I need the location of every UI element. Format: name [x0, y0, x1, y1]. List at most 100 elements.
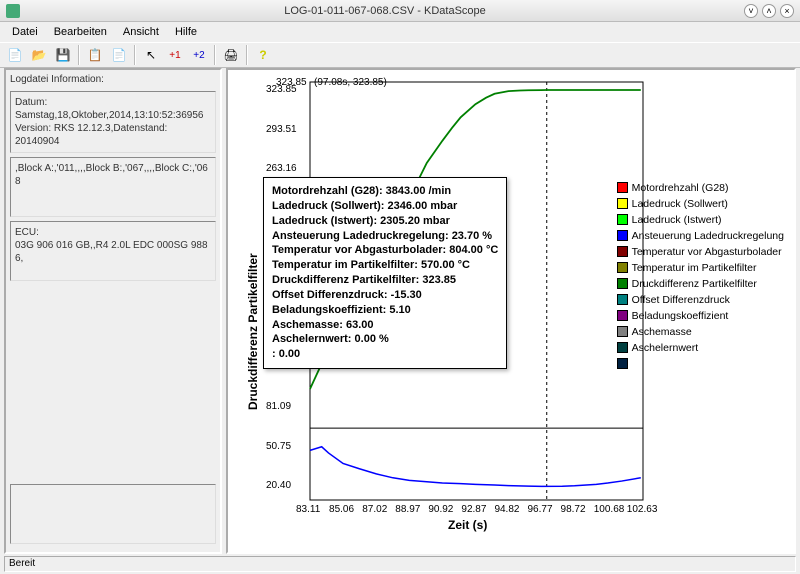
ecu-value: 03G 906 016 GB,,R4 2.0L EDC 000SG 9886,	[15, 239, 211, 265]
legend-item[interactable]: Aschemasse	[617, 324, 784, 339]
version-value: 20140904	[15, 135, 211, 148]
maximize-button[interactable]: ˄	[762, 4, 776, 18]
x-tick-label: 100.68	[594, 504, 625, 515]
legend-swatch	[617, 262, 628, 273]
legend-item[interactable]: Beladungskoeffizient	[617, 308, 784, 323]
legend-swatch	[617, 358, 628, 369]
legend-swatch	[617, 310, 628, 321]
legend-item[interactable]: Temperatur im Partikelfilter	[617, 260, 784, 275]
cursor-button[interactable]: ↖	[140, 44, 162, 66]
version-label: Version: RKS 12.12.3,Datenstand:	[15, 122, 211, 135]
new-button[interactable]: 📄	[4, 44, 26, 66]
plus2-button[interactable]: +2	[188, 44, 210, 66]
help-button[interactable]: ?	[252, 44, 274, 66]
tooltip-line: Aschelernwert: 0.00 %	[272, 332, 498, 347]
legend-swatch	[617, 246, 628, 257]
tooltip-line: : 0.00	[272, 347, 498, 362]
title-bar: LOG-01-011-067-068.CSV - KDataScope ˅ ˄ …	[0, 0, 800, 22]
legend-label: Beladungskoeffizient	[632, 310, 729, 322]
legend-item[interactable]: Ladedruck (Sollwert)	[617, 196, 784, 211]
block-value: ,Block A:,'011,,,,Block B:,'067,,,,Block…	[15, 162, 211, 188]
legend-swatch	[617, 230, 628, 241]
info-box-block: ,Block A:,'011,,,,Block B:,'067,,,,Block…	[10, 157, 216, 217]
legend-label: Motordrehzahl (G28)	[632, 182, 729, 194]
legend-swatch	[617, 198, 628, 209]
tooltip-line: Ladedruck (Sollwert): 2346.00 mbar	[272, 199, 498, 214]
print-button[interactable]: 🖨	[220, 44, 242, 66]
window-buttons: ˅ ˄ ×	[744, 4, 794, 18]
x-tick-label: 87.02	[362, 504, 387, 515]
cursor-icon: ↖	[146, 48, 156, 62]
menu-ansicht[interactable]: Ansicht	[115, 24, 167, 40]
legend-item[interactable]: Temperatur vor Abgasturbolader	[617, 244, 784, 259]
save-button[interactable]: 💾	[52, 44, 74, 66]
legend-item[interactable]: Druckdifferenz Partikelfilter	[617, 276, 784, 291]
print-icon: 🖨	[223, 48, 238, 62]
toolbar-sep	[214, 45, 216, 65]
legend-label: Temperatur vor Abgasturbolader	[632, 246, 782, 258]
y-tick-label: 50.75	[266, 441, 312, 452]
menu-hilfe[interactable]: Hilfe	[167, 24, 205, 40]
legend-label: Offset Differenzdruck	[632, 294, 730, 306]
legend-item[interactable]: Ansteuerung Ladedruckregelung	[617, 228, 784, 243]
legend-item[interactable]	[617, 356, 784, 371]
tooltip-line: Temperatur im Partikelfilter: 570.00 °C	[272, 258, 498, 273]
legend-label: Aschemasse	[632, 326, 692, 338]
legend-item[interactable]: Aschelernwert	[617, 340, 784, 355]
left-panel: Logdatei Information: Datum: Samstag,18,…	[4, 68, 222, 554]
chart-area[interactable]: 323.85 (97.08s, 323.85) Druckdifferenz P…	[226, 68, 796, 554]
tooltip-line: Temperatur vor Abgasturbolader: 804.00 °…	[272, 243, 498, 258]
window-title: LOG-01-011-067-068.CSV - KDataScope	[26, 5, 744, 17]
legend-swatch	[617, 214, 628, 225]
legend-label: Aschelernwert	[632, 342, 699, 354]
plus1-button[interactable]: +1	[164, 44, 186, 66]
main-area: Logdatei Information: Datum: Samstag,18,…	[4, 68, 796, 554]
y-tick-label: 323.85	[266, 84, 312, 95]
status-bar: Bereit	[4, 556, 796, 572]
legend-item[interactable]: Motordrehzahl (G28)	[617, 180, 784, 195]
y-tick-label: 20.40	[266, 480, 312, 491]
legend-label: Ansteuerung Ladedruckregelung	[632, 230, 784, 242]
menu-datei[interactable]: Datei	[4, 24, 46, 40]
legend-swatch	[617, 182, 628, 193]
x-tick-label: 94.82	[494, 504, 519, 515]
menu-bar: Datei Bearbeiten Ansicht Hilfe	[0, 22, 800, 42]
menu-bearbeiten[interactable]: Bearbeiten	[46, 24, 115, 40]
tooltip-line: Motordrehzahl (G28): 3843.00 /min	[272, 184, 498, 199]
x-tick-label: 96.77	[527, 504, 552, 515]
legend: Motordrehzahl (G28) Ladedruck (Sollwert) L…	[617, 180, 784, 372]
open-button[interactable]: 📂	[28, 44, 50, 66]
toolbar: 📄 📂 💾 📋 📄 ↖ +1 +2 🖨 ?	[0, 42, 800, 68]
copy-icon: 📋	[88, 48, 103, 62]
toolbar-sep	[134, 45, 136, 65]
tooltip-line: Ansteuerung Ladedruckregelung: 23.70 %	[272, 229, 498, 244]
open-icon: 📂	[32, 48, 47, 62]
paste-button[interactable]: 📄	[108, 44, 130, 66]
y-tick-label: 81.09	[266, 401, 312, 412]
x-tick-label: 90.92	[428, 504, 453, 515]
copy-button[interactable]: 📋	[84, 44, 106, 66]
tooltip-line: Aschemasse: 63.00	[272, 318, 498, 333]
info-box-datum: Datum: Samstag,18,Oktober,2014,13:10:52:…	[10, 91, 216, 153]
ecu-label: ECU:	[15, 226, 211, 239]
info-box-ecu: ECU: 03G 906 016 GB,,R4 2.0L EDC 000SG 9…	[10, 221, 216, 281]
legend-item[interactable]: Offset Differenzdruck	[617, 292, 784, 307]
status-text: Bereit	[9, 558, 35, 569]
x-tick-label: 98.72	[561, 504, 586, 515]
minimize-button[interactable]: ˅	[744, 4, 758, 18]
tooltip-line: Druckdifferenz Partikelfilter: 323.85	[272, 273, 498, 288]
left-panel-header: Logdatei Information:	[10, 74, 216, 85]
info-box-bottom	[10, 484, 216, 544]
y-axis-label: Druckdifferenz Partikelfilter	[246, 253, 260, 410]
y-tick-label: 293.51	[266, 124, 312, 135]
data-tooltip: Motordrehzahl (G28): 3843.00 /minLadedru…	[263, 177, 507, 369]
tooltip-line: Offset Differenzdruck: -15.30	[272, 288, 498, 303]
datum-label: Datum:	[15, 96, 211, 109]
toolbar-sep	[246, 45, 248, 65]
legend-label: Ladedruck (Istwert)	[632, 214, 722, 226]
close-button[interactable]: ×	[780, 4, 794, 18]
paste-icon: 📄	[112, 48, 127, 62]
legend-swatch	[617, 342, 628, 353]
legend-label: Druckdifferenz Partikelfilter	[632, 278, 757, 290]
legend-item[interactable]: Ladedruck (Istwert)	[617, 212, 784, 227]
